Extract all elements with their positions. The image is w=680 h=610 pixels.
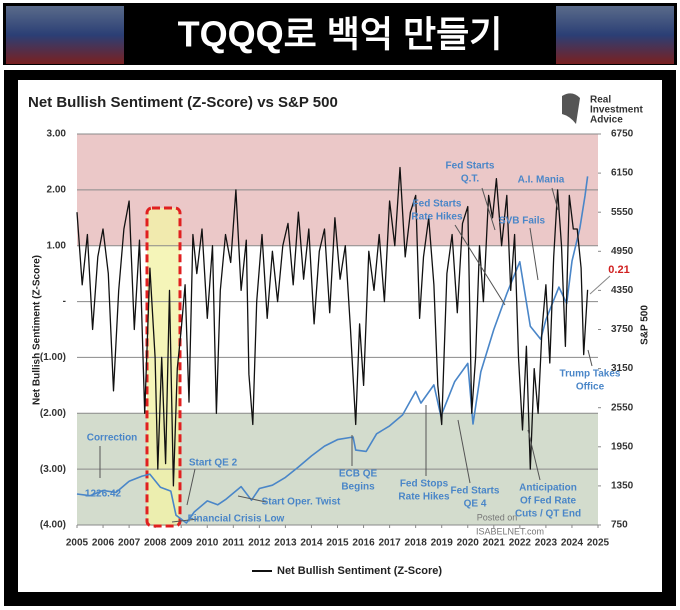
y2-tick-label: 750 xyxy=(611,520,628,531)
annotation: Of Fed Rate xyxy=(520,496,577,507)
x-tick-label: 2009 xyxy=(170,538,193,549)
pointer-line xyxy=(481,187,496,231)
pointer-line xyxy=(171,518,199,523)
x-tick-label: 2017 xyxy=(378,538,401,549)
y-tick-label: (4.00) xyxy=(40,520,66,531)
pointer-line xyxy=(527,429,541,481)
x-tick-label: 2024 xyxy=(561,538,584,549)
logo-icon xyxy=(562,93,580,124)
annotation: Office xyxy=(576,382,605,393)
annotation: SVB Fails xyxy=(499,216,546,227)
annotation: Fed Stops xyxy=(400,479,449,490)
y2-tick-label: 5550 xyxy=(611,207,634,218)
y2-tick-label: 4350 xyxy=(611,285,634,296)
annotation: A.I. Mania xyxy=(518,175,565,186)
x-tick-label: 2006 xyxy=(92,538,115,549)
x-tick-label: 2020 xyxy=(457,538,480,549)
annotation: Rate Hikes xyxy=(398,492,450,503)
y-tick-label: (1.00) xyxy=(40,352,66,363)
highlight-2008 xyxy=(147,208,180,526)
annotation: ISABELNET.com xyxy=(476,526,544,536)
y2-tick-label: 6150 xyxy=(611,168,634,179)
annotation: Fed Starts xyxy=(451,486,500,497)
annotation: Fed Starts xyxy=(413,199,462,210)
y-tick-label: - xyxy=(63,296,66,307)
x-tick-label: 2012 xyxy=(248,538,271,549)
annotation: QE 4 xyxy=(464,499,487,510)
y2-tick-label: 4950 xyxy=(611,246,634,257)
annotation: Q.T. xyxy=(461,174,480,185)
pointer-line xyxy=(551,187,559,211)
annotation: Anticipation xyxy=(519,483,577,494)
y2-tick-label: 3150 xyxy=(611,363,634,374)
logo-text: Real xyxy=(590,95,611,106)
y-tick-label: (3.00) xyxy=(40,464,66,475)
x-tick-label: 2023 xyxy=(535,538,558,549)
annotation: Cuts / QT End xyxy=(515,509,581,520)
x-tick-label: 2025 xyxy=(587,538,610,549)
x-tick-label: 2015 xyxy=(326,538,349,549)
x-tick-label: 2011 xyxy=(222,538,244,549)
x-tick-label: 2005 xyxy=(66,538,89,549)
y2-axis-label: S&P 500 xyxy=(640,305,651,345)
x-tick-label: 2019 xyxy=(431,538,454,549)
y2-tick-label: 6750 xyxy=(611,129,634,140)
annotation: Start QE 2 xyxy=(189,458,238,469)
y2-tick-label: 2550 xyxy=(611,402,634,413)
y2-tick-label: 1950 xyxy=(611,441,634,452)
pointer-line xyxy=(237,495,267,503)
value-label: 0.21 xyxy=(608,264,629,276)
pointer-line xyxy=(454,224,506,306)
pointer-line xyxy=(587,349,593,367)
sp500-line xyxy=(76,176,589,524)
annotation: Financial Crisis Low xyxy=(188,514,285,525)
value-label: 1226.42 xyxy=(85,489,122,500)
pointer-line xyxy=(529,227,539,281)
x-tick-label: 2021 xyxy=(483,538,506,549)
x-tick-label: 2010 xyxy=(196,538,219,549)
x-tick-label: 2022 xyxy=(509,538,532,549)
header-title: TQQQ로 백억 만들기 xyxy=(178,14,503,55)
header-image-right xyxy=(556,6,674,64)
pointer-line xyxy=(589,275,611,295)
y2-tick-label: 1350 xyxy=(611,481,634,492)
chart-title: Net Bullish Sentiment (Z-Score) vs S&P 5… xyxy=(28,94,338,111)
y2-tick-label: 3750 xyxy=(611,324,634,335)
annotation: Rate Hikes xyxy=(411,212,463,223)
annotation: Correction xyxy=(87,433,138,444)
y-axis-label: Net Bullish Sentiment (Z-Score) xyxy=(32,255,43,405)
x-tick-label: 2008 xyxy=(144,538,167,549)
sentiment-line xyxy=(76,166,589,487)
logo-text: Advice xyxy=(590,115,623,126)
header-image-left xyxy=(6,6,124,64)
annotation: Fed Starts xyxy=(446,161,495,172)
annotation: ECB QE xyxy=(339,469,378,480)
x-tick-label: 2016 xyxy=(352,538,375,549)
x-tick-label: 2013 xyxy=(274,538,297,549)
annotation: Posted on xyxy=(477,512,518,522)
x-tick-label: 2014 xyxy=(300,538,323,549)
annotation: Start Oper. Twist xyxy=(262,497,341,508)
legend-label: Net Bullish Sentiment (Z-Score) xyxy=(277,565,442,577)
x-tick-label: 2018 xyxy=(405,538,428,549)
y-tick-label: (2.00) xyxy=(40,408,66,419)
logo-text: Investment xyxy=(590,105,643,116)
pointer-line xyxy=(457,419,471,484)
annotation: Trump Takes xyxy=(560,369,621,380)
x-tick-label: 2007 xyxy=(118,538,141,549)
y-tick-label: 1.00 xyxy=(47,240,67,251)
annotation: Begins xyxy=(341,482,375,493)
pointer-line xyxy=(186,468,196,506)
y-tick-label: 3.00 xyxy=(47,129,67,140)
y-tick-label: 2.00 xyxy=(47,184,67,195)
